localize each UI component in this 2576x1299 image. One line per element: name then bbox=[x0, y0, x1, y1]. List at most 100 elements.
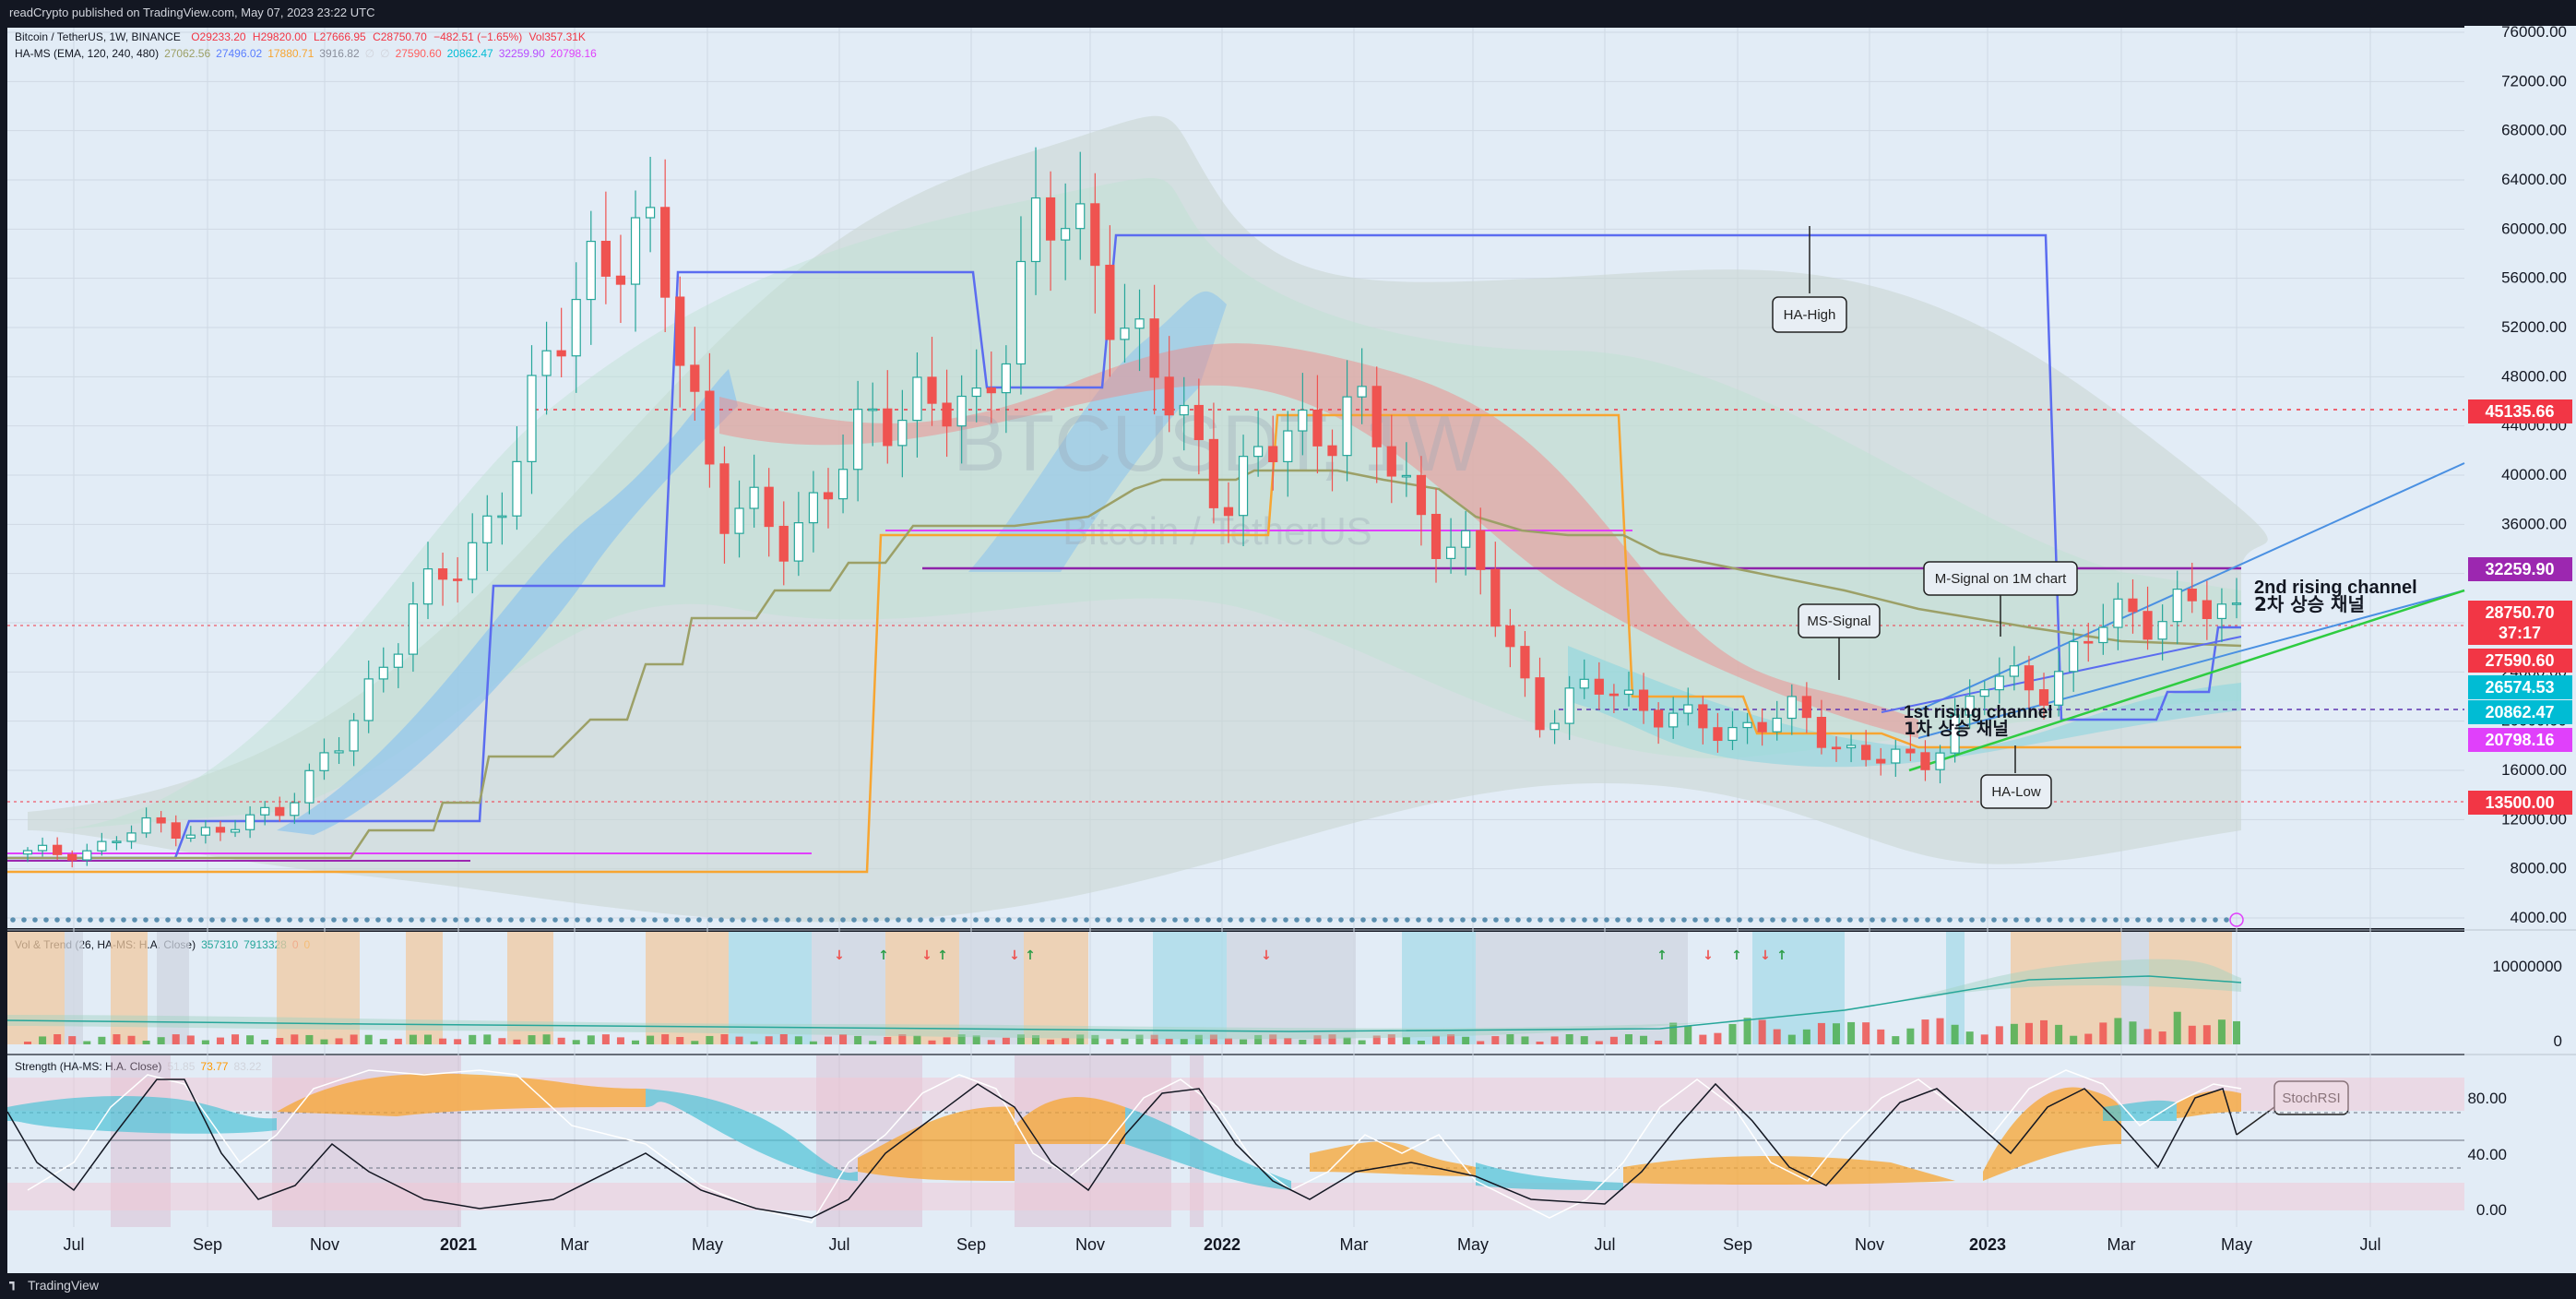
candle-body bbox=[764, 486, 774, 528]
price-tag: 20862.47 bbox=[2485, 703, 2554, 721]
candle-body bbox=[349, 720, 359, 752]
volume-bar bbox=[1728, 1023, 1737, 1044]
volume-bar bbox=[706, 1035, 714, 1044]
candle-body bbox=[1757, 721, 1767, 733]
volume-bar bbox=[1995, 1026, 2003, 1044]
volume-bar bbox=[750, 1041, 758, 1044]
red-ema-band bbox=[719, 343, 1918, 738]
time-tick: Mar bbox=[1340, 1235, 1369, 1254]
trend-dot bbox=[1737, 917, 1742, 923]
signal-arrow: ↓ bbox=[1703, 948, 1714, 963]
volume-bar bbox=[157, 1037, 165, 1044]
trend-dot bbox=[231, 917, 237, 923]
candle-body bbox=[1742, 721, 1752, 729]
trend-dot bbox=[1139, 917, 1145, 923]
time-tick: Nov bbox=[310, 1235, 339, 1254]
candle-body bbox=[408, 603, 419, 655]
trend-dot bbox=[2135, 917, 2141, 923]
trend-dot bbox=[1703, 917, 1709, 923]
trend-dot bbox=[785, 917, 790, 923]
candle-body bbox=[1683, 704, 1693, 714]
volume-bar bbox=[1240, 1039, 1248, 1044]
time-axis-bg bbox=[7, 1227, 2576, 1273]
candle-body bbox=[1416, 474, 1427, 516]
channel-2-lower bbox=[1917, 590, 2465, 739]
candle-body bbox=[334, 750, 344, 754]
volume-bar bbox=[2173, 1011, 2181, 1044]
price-tick: 8000.00 bbox=[2511, 860, 2567, 877]
price-tag-bg bbox=[2468, 649, 2572, 673]
trend-dot bbox=[730, 917, 735, 923]
trend-dot bbox=[1305, 917, 1311, 923]
candle-body bbox=[156, 816, 166, 824]
trend-dot bbox=[2146, 917, 2152, 923]
candle-body bbox=[260, 806, 270, 816]
trend-dot bbox=[1183, 917, 1189, 923]
trend-dot bbox=[940, 917, 945, 923]
volume-bar bbox=[469, 1034, 477, 1044]
trend-dot bbox=[1062, 917, 1067, 923]
trend-dot bbox=[807, 917, 813, 923]
volume-bar bbox=[1180, 1039, 1188, 1044]
price-chart[interactable]: BTCUSDT, 1W Bitcoin / TetherUS HA-High H… bbox=[0, 0, 2576, 1273]
volume-bar bbox=[1135, 1034, 1144, 1044]
candle-body bbox=[1713, 727, 1723, 742]
trend-dot bbox=[1217, 917, 1222, 923]
trend-dot bbox=[1371, 917, 1377, 923]
candle-body bbox=[630, 217, 641, 285]
strength-axis-ticks: 80.00 40.00 0.00 bbox=[2467, 1090, 2507, 1219]
tradingview-logo[interactable]: TradingView bbox=[0, 1273, 99, 1298]
volume-bar bbox=[246, 1035, 255, 1044]
volume-bar bbox=[869, 1041, 877, 1044]
label-ms-signal: MS-Signal bbox=[1807, 614, 1870, 629]
volume-bar bbox=[1565, 1034, 1573, 1044]
candle-body bbox=[927, 376, 937, 404]
trend-dot bbox=[2113, 917, 2119, 923]
trend-dot bbox=[641, 917, 647, 923]
candle-body bbox=[2128, 598, 2138, 613]
candle-body bbox=[1535, 677, 1545, 731]
trend-dot bbox=[1228, 917, 1233, 923]
candle-body bbox=[690, 364, 700, 392]
volume-bar bbox=[39, 1036, 47, 1044]
trend-dot bbox=[2036, 917, 2041, 923]
trend-dot bbox=[741, 917, 746, 923]
volume-bar bbox=[1980, 1034, 1988, 1044]
trend-band bbox=[646, 932, 729, 1044]
trend-dot bbox=[1814, 917, 1820, 923]
price-tag-bg bbox=[2468, 601, 2572, 645]
candle-body bbox=[363, 678, 374, 721]
time-tick: 2023 bbox=[1969, 1235, 2006, 1254]
candle-body bbox=[1609, 693, 1619, 697]
trend-dot bbox=[364, 917, 370, 923]
trend-dot bbox=[1449, 917, 1454, 923]
trend-band bbox=[812, 932, 885, 1044]
trend-dot bbox=[1726, 917, 1731, 923]
trend-dot bbox=[165, 917, 171, 923]
candle-body bbox=[1090, 203, 1100, 267]
price-tag-countdown: 37:17 bbox=[2499, 624, 2541, 642]
volume-bar bbox=[2202, 1025, 2211, 1044]
candle-body bbox=[734, 507, 744, 534]
trend-dot bbox=[1526, 917, 1532, 923]
trend-dot bbox=[1582, 917, 1587, 923]
trend-dot bbox=[209, 917, 215, 923]
volume-bar bbox=[824, 1036, 832, 1044]
trend-dot bbox=[1172, 917, 1178, 923]
volume-bar bbox=[53, 1034, 62, 1044]
candle-body bbox=[1149, 318, 1159, 378]
volume-bar bbox=[1372, 1035, 1381, 1044]
trend-dot bbox=[2190, 917, 2196, 923]
volume-bar bbox=[127, 1035, 136, 1044]
volume-bar bbox=[2040, 1019, 2048, 1044]
candle-body bbox=[1698, 704, 1708, 729]
volume-bar bbox=[1047, 1039, 1055, 1044]
trend-dot bbox=[918, 917, 923, 923]
candle-body bbox=[2202, 600, 2212, 620]
trend-dot bbox=[2024, 917, 2030, 923]
volume-bar bbox=[957, 1034, 966, 1044]
trend-band bbox=[885, 932, 959, 1044]
callout-ha-low: HA-Low bbox=[1980, 745, 2052, 809]
trend-dot bbox=[1836, 917, 1842, 923]
orange-step bbox=[7, 413, 2241, 874]
